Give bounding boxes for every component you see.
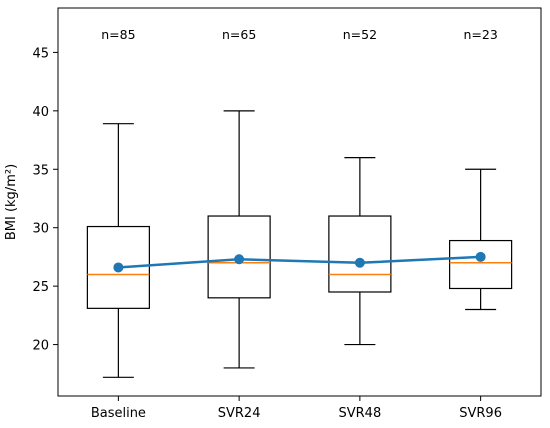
x-axis: Baseline SVR24 SVR48 SVR96: [91, 396, 502, 421]
y-tick-label: 20: [32, 339, 49, 354]
mean-point: [113, 262, 124, 273]
x-tick-label: SVR24: [218, 406, 261, 421]
y-tick-label: 25: [32, 280, 49, 295]
y-tick-label: 35: [32, 163, 49, 178]
sample-size-label: n=52: [343, 27, 377, 42]
y-axis: 20 25 30 35 40 45: [32, 46, 58, 354]
box-iqr: [449, 239, 513, 290]
y-tick-label: 30: [32, 222, 49, 237]
y-axis-label: BMI (kg/m²): [4, 164, 19, 240]
box-iqr: [207, 215, 271, 299]
x-tick-label: SVR96: [459, 406, 502, 421]
mean-point: [354, 257, 365, 268]
sample-size-label: n=23: [463, 27, 497, 42]
box-iqr: [328, 215, 392, 293]
mean-point: [475, 251, 486, 262]
mean-line-layer: [113, 251, 486, 273]
sample-size-label: n=85: [101, 27, 135, 42]
box-iqr: [86, 225, 150, 309]
mean-line: [118, 255, 481, 269]
plot-frame: [57, 7, 542, 397]
sample-size-label: n=65: [222, 27, 256, 42]
x-tick-label: Baseline: [91, 406, 146, 421]
y-tick-label: 45: [32, 46, 49, 61]
boxes-layer: [86, 110, 513, 378]
mean-point: [234, 254, 245, 265]
y-tick-label: 40: [32, 105, 49, 120]
sample-size-labels: n=85 n=65 n=52 n=23: [101, 27, 498, 42]
x-tick-label: SVR48: [339, 406, 382, 421]
